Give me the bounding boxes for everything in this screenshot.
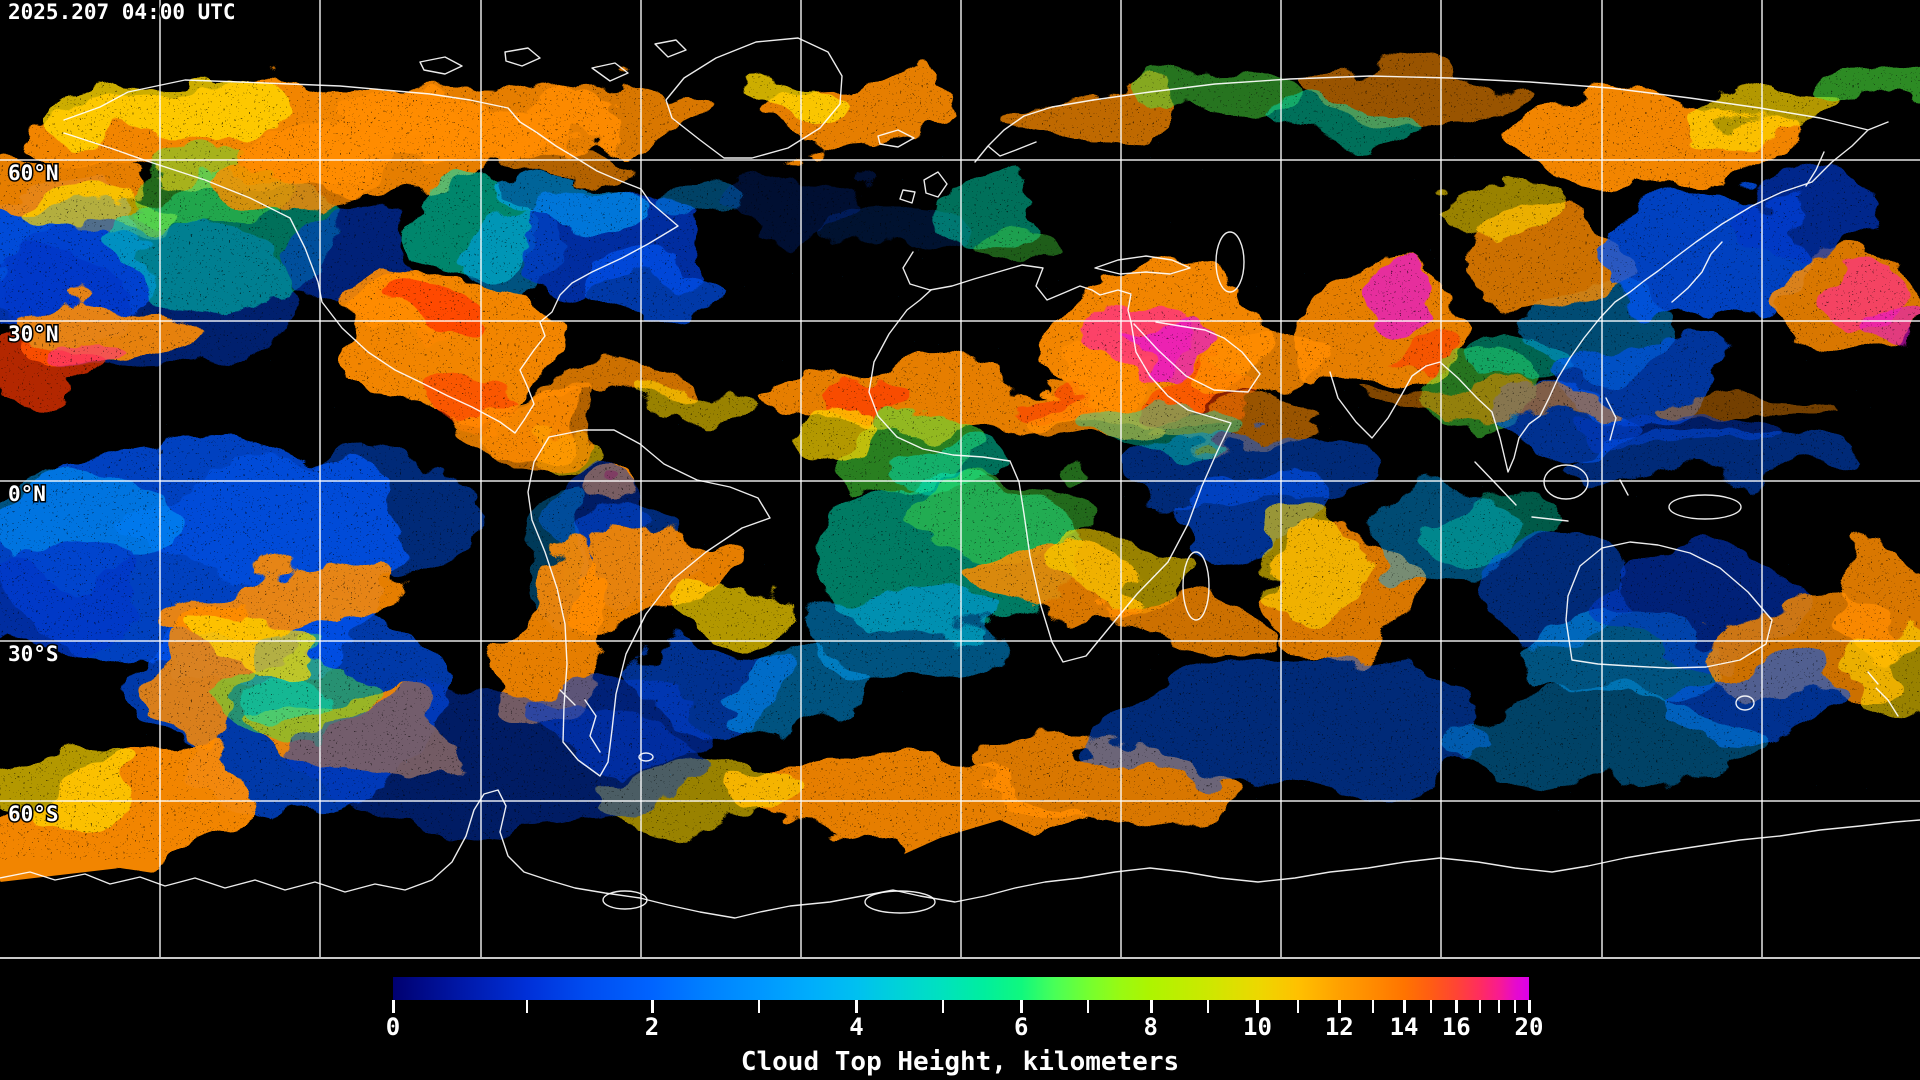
- latitude-label: 60°S: [8, 802, 59, 826]
- timestamp: 2025.207 04:00 UTC: [8, 0, 236, 24]
- latitude-label: 60°N: [8, 161, 59, 185]
- colorbar-tick-label: 16: [1441, 1013, 1471, 1041]
- latitude-label: 0°N: [8, 482, 46, 506]
- coast-greenland: [665, 37, 843, 159]
- coast-asia: [1092, 75, 1889, 522]
- coast-madagascar: [1182, 551, 1210, 621]
- colorbar-minor-tick: [1206, 1000, 1209, 1013]
- colorbar-tick: [1149, 1000, 1153, 1013]
- coast-caspian-sea: [1215, 231, 1245, 293]
- colorbar-tick-label: 4: [849, 1013, 864, 1041]
- latitude-label: 30°N: [8, 322, 59, 346]
- data-edge-mask: [0, 820, 1920, 960]
- coast-antarctic-island-2: [602, 890, 648, 910]
- colorbar-tick: [855, 1000, 859, 1013]
- coast-new-guinea: [1668, 494, 1742, 520]
- coast-antarctica: [0, 789, 1920, 919]
- colorbar-tick: [1338, 1000, 1342, 1013]
- coast-antarctic-island: [864, 890, 936, 914]
- latitude-labels: 60°N 30°N 0°N 30°S 60°S: [7, 160, 61, 828]
- colorbar-tick: [392, 1000, 395, 1013]
- colorbar-tick: [1528, 1000, 1531, 1013]
- coast-borneo: [1543, 464, 1589, 500]
- coast-falklands: [638, 752, 654, 762]
- coast-north-america: [63, 79, 679, 434]
- colorbar-tick: [1256, 1000, 1260, 1013]
- coast-europe: [877, 99, 1191, 323]
- coast-arctic-islands: [419, 39, 687, 82]
- colorbar-tick-label: 8: [1143, 1013, 1158, 1041]
- colorbar-tick-label: 12: [1324, 1013, 1354, 1041]
- coast-tasmania: [1735, 695, 1755, 711]
- colorbar-minor-tick: [941, 1000, 944, 1013]
- colorbar-tick-label: 2: [644, 1013, 660, 1041]
- colorbar-minor-tick: [1297, 1000, 1300, 1013]
- speckle-lowcloud-overlay: [0, 140, 1920, 840]
- colorbar-minor-tick: [1087, 1000, 1090, 1013]
- graticule: [0, 0, 1920, 958]
- colorbar-tick: [651, 1000, 654, 1013]
- coastlines: [0, 37, 1920, 919]
- colorbar-minor-tick: [1498, 1000, 1501, 1013]
- colorbar-minor-tick: [1479, 1000, 1482, 1013]
- colorbar-minor-tick: [1430, 1000, 1433, 1013]
- coast-south-america: [527, 429, 771, 777]
- colorbar-tick-label: 0: [385, 1013, 401, 1041]
- colorbar-gradient: [393, 977, 1529, 1000]
- colorbar-tick-label: 6: [1013, 1013, 1029, 1041]
- colorbar-title: Cloud Top Height, kilometers: [740, 1047, 1180, 1077]
- colorbar-tick-label: 14: [1389, 1013, 1419, 1041]
- colorbar-tick: [1403, 1000, 1407, 1013]
- colorbar-legend: 0 2 4 6 8 10 12 14 16 20 Cloud Top Height, kilome…: [0, 960, 1920, 1080]
- colorbar-tick: [1020, 1000, 1024, 1013]
- colorbar-tick-label: 20: [1514, 1013, 1544, 1041]
- colorbar-tick-label: 10: [1243, 1013, 1272, 1041]
- colorbar-minor-tick: [1372, 1000, 1375, 1013]
- coast-australia: [1565, 541, 1899, 717]
- colorbar-tick: [1455, 1000, 1459, 1013]
- world-cloud-map: 60°N 30°N 0°N 30°S 60°S 2025.207 04:00 UTC: [0, 0, 1920, 960]
- colorbar-minor-tick: [757, 1000, 760, 1013]
- colorbar-minor-tick: [1514, 1000, 1517, 1013]
- latitude-label: 30°S: [8, 642, 59, 666]
- colorbar-minor-tick: [526, 1000, 529, 1013]
- coast-africa: [868, 289, 1232, 663]
